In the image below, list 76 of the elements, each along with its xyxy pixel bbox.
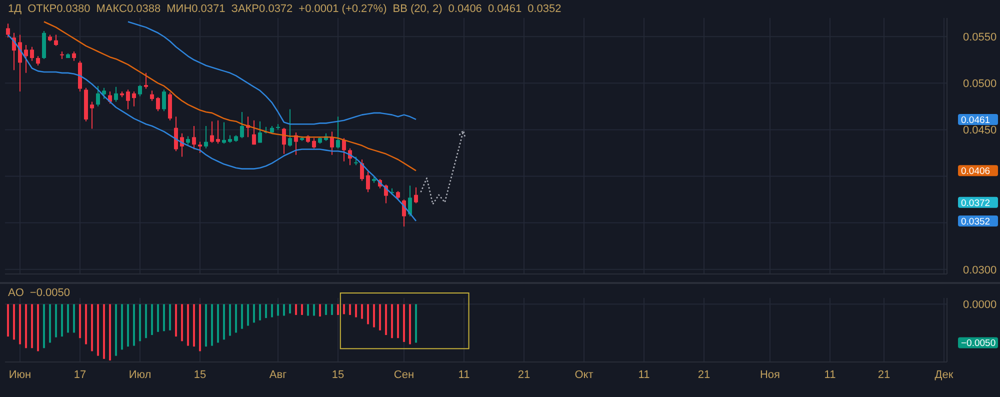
text: МАКС0.0388 [96, 2, 161, 16]
x-tick-label: Ноя [760, 368, 780, 381]
candlestick [72, 51, 76, 62]
y-tick-label: 0.0550 [963, 32, 997, 44]
y-tick-label: −0.0050 [961, 338, 996, 350]
candlestick [216, 120, 220, 144]
text: 0.0406 [448, 2, 482, 16]
candlestick [258, 120, 262, 144]
x-tick-label: Июн [8, 368, 32, 381]
candlestick [408, 185, 412, 217]
y-tick-label: 0.0500 [963, 78, 997, 90]
candlestick [192, 125, 196, 150]
candlestick [198, 141, 202, 154]
candlestick [240, 112, 244, 139]
text: МИН0.0371 [166, 2, 226, 16]
y-tick-label: 0.0300 [963, 264, 997, 276]
y-tick-label: 0.0372 [961, 198, 990, 209]
candlestick [6, 23, 10, 38]
candlestick [102, 87, 106, 100]
x-tick-label: 21 [878, 368, 890, 381]
y-tick-label: 0.0461 [961, 114, 990, 126]
x-tick-label: 21 [698, 368, 710, 381]
x-tick-label: 11 [638, 368, 650, 381]
candlestick [96, 85, 100, 107]
y-tick-label: 0.0000 [963, 299, 997, 312]
text: BB (20, 2) [392, 2, 442, 16]
candlestick [90, 101, 94, 130]
x-tick-label: 15 [332, 368, 344, 381]
candlestick [138, 84, 142, 97]
text: ОТКР0.0380 [28, 2, 90, 16]
candlestick [282, 127, 286, 154]
x-tick-label: Июл [128, 368, 152, 381]
y-tick-label: 0.0406 [961, 166, 990, 178]
candlestick [114, 86, 118, 102]
y-tick-label: 0.0352 [961, 216, 990, 228]
candlestick [288, 108, 292, 147]
candlestick [144, 72, 148, 90]
text: 1Д [8, 2, 22, 16]
candlestick [132, 91, 136, 107]
x-tick-label: 11 [458, 368, 470, 381]
line-series [127, 21, 417, 125]
x-tick-label: Сен [394, 368, 414, 381]
x-tick-label: Окт [574, 368, 594, 381]
candlestick [174, 116, 178, 152]
x-tick-label: 15 [194, 368, 206, 381]
candlestick [210, 120, 214, 144]
candlestick [252, 120, 256, 146]
candlestick [126, 89, 130, 110]
x-tick-label: Авг [269, 368, 287, 381]
line-series [43, 21, 417, 172]
candlestick [162, 89, 166, 112]
x-tick-label: 11 [824, 368, 836, 381]
x-tick-label: Дек [934, 368, 954, 381]
candlestick [336, 116, 340, 149]
candlestick [150, 90, 154, 102]
text: 0.0352 [528, 2, 562, 16]
text: +0.0001 (+0.27%) [298, 2, 387, 16]
candlestick [330, 131, 334, 156]
candlestick [342, 138, 346, 162]
candlestick [24, 44, 28, 74]
y-tick-label: 0.0450 [963, 124, 997, 137]
annotation: −0.0050 [30, 286, 70, 300]
x-tick-label: 21 [518, 368, 530, 381]
annotation: AO [8, 286, 24, 300]
text: 0.0461 [488, 2, 522, 16]
x-tick-label: 17 [74, 368, 86, 381]
candlestick [312, 138, 316, 149]
candlestick [30, 46, 34, 62]
candlestick [36, 56, 40, 66]
candlestick [54, 34, 58, 46]
candlestick [156, 96, 160, 112]
candlestick [204, 125, 208, 149]
candlestick [414, 186, 418, 204]
candlestick [360, 159, 364, 182]
text: ЗАКР0.0372 [231, 2, 293, 16]
candlestick [366, 171, 370, 193]
